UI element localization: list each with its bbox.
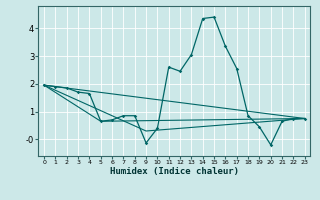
X-axis label: Humidex (Indice chaleur): Humidex (Indice chaleur) [110, 167, 239, 176]
